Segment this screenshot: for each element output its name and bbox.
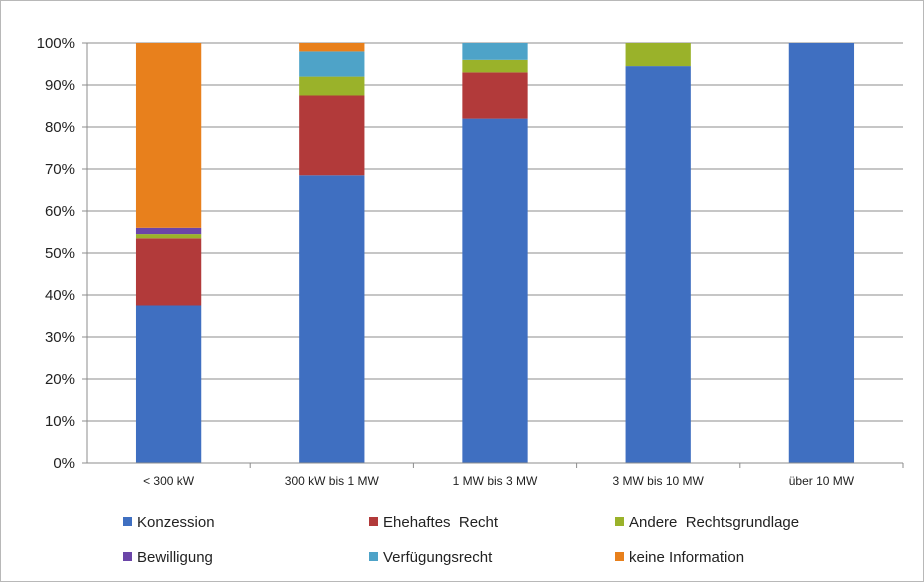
y-tick-label: 30%: [45, 329, 75, 346]
x-tick-label: 3 MW bis 10 MW: [613, 474, 705, 488]
x-tick-label: über 10 MW: [789, 474, 855, 488]
legend-label: Bewilligung: [137, 549, 213, 566]
bar-segment: [299, 51, 365, 77]
legend-label: Ehehaftes Recht: [383, 514, 499, 531]
bar-segment: [135, 238, 202, 306]
bar-segment: [299, 95, 365, 176]
y-tick-label: 40%: [45, 287, 75, 304]
legend-label: Konzession: [137, 514, 215, 531]
legend-swatch: [369, 517, 378, 526]
legend-item: Bewilligung: [123, 549, 213, 566]
x-tick-label: 300 kW bis 1 MW: [285, 474, 380, 488]
axes: [82, 42, 904, 468]
bar-segment: [625, 43, 691, 67]
legend-label: Andere Rechtsgrundlage: [629, 514, 799, 531]
x-tick-label: 1 MW bis 3 MW: [453, 474, 538, 488]
bar-segment: [135, 305, 202, 463]
legend-swatch: [369, 552, 378, 561]
y-tick-label: 20%: [45, 371, 75, 388]
y-tick-label: 60%: [45, 203, 75, 220]
bar-segment: [299, 43, 365, 52]
bars: [135, 43, 855, 464]
bar-segment: [135, 234, 202, 239]
x-tick-labels: < 300 kW 300 kW bis 1 MW 1 MW bis 3 MW 3 MW…: [143, 474, 855, 488]
bar-segment: [299, 175, 365, 464]
legend-swatch: [123, 517, 132, 526]
legend-item: keine Information: [615, 549, 744, 566]
bar-segment: [462, 118, 528, 463]
legend: Konzession Ehehaftes Recht Andere Rechtsgr…: [123, 514, 799, 566]
legend-label: Verfügungsrecht: [383, 549, 493, 566]
y-tick-labels: 0% 10% 20% 30% 40% 50% 60% 70% 80% 90% 100%: [37, 35, 75, 472]
y-tick-label: 70%: [45, 161, 75, 178]
legend-swatch: [615, 517, 624, 526]
legend-item: Ehehaftes Recht: [369, 514, 499, 531]
y-tick-label: 0%: [53, 455, 75, 472]
y-tick-label: 90%: [45, 77, 75, 94]
legend-label: keine Information: [629, 549, 744, 566]
bar-segment: [788, 43, 855, 463]
bar-segment: [135, 227, 202, 235]
y-tick-label: 100%: [37, 35, 75, 52]
x-tick-label: < 300 kW: [143, 474, 195, 488]
bar-segment: [135, 43, 202, 228]
legend-item: Verfügungsrecht: [369, 549, 493, 566]
bar-segment: [462, 43, 528, 60]
bar-segment: [462, 72, 528, 119]
y-tick-label: 80%: [45, 119, 75, 136]
y-tick-label: 50%: [45, 245, 75, 262]
legend-swatch: [123, 552, 132, 561]
bar-segment: [462, 59, 528, 73]
bar-segment: [299, 76, 365, 96]
bar-segment: [625, 66, 691, 463]
legend-item: Konzession: [123, 514, 215, 531]
legend-swatch: [615, 552, 624, 561]
legend-item: Andere Rechtsgrundlage: [615, 514, 799, 531]
y-tick-label: 10%: [45, 413, 75, 430]
